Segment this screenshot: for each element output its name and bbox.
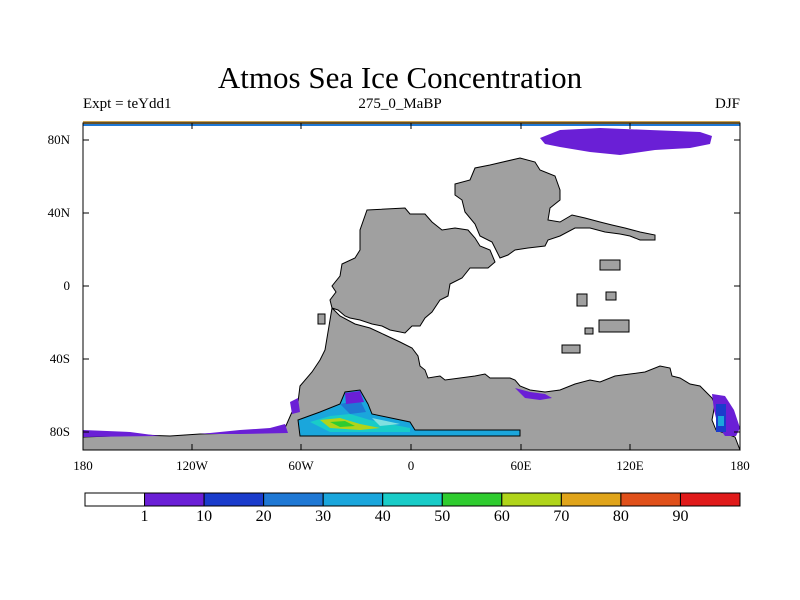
colorbar-swatch bbox=[620, 492, 681, 507]
southern-sea-ice bbox=[290, 398, 300, 414]
island bbox=[561, 344, 581, 354]
lat-ticks bbox=[83, 139, 740, 433]
arctic-sea-ice bbox=[540, 128, 712, 155]
colorbar-label: 70 bbox=[553, 508, 570, 525]
colorbar-swatch bbox=[679, 492, 741, 507]
lon-tick-label: 0 bbox=[407, 458, 415, 473]
colorbar-label: 50 bbox=[434, 508, 451, 525]
lat-tick-label: 80N bbox=[47, 132, 70, 147]
map-title: Atmos Sea Ice Concentration bbox=[217, 60, 583, 95]
colorbar-label: 10 bbox=[196, 508, 213, 525]
lat-tick-label: 80S bbox=[49, 424, 70, 439]
colorbar-swatch bbox=[560, 492, 622, 507]
lat-tick-label: 0 bbox=[63, 278, 71, 293]
colorbar-swatch bbox=[382, 492, 443, 507]
lon-tick-label: 120W bbox=[176, 458, 208, 473]
embayment-ice-peak bbox=[330, 421, 355, 427]
lat-tick-label: 40N bbox=[47, 205, 70, 220]
colorbar-swatch bbox=[84, 492, 146, 507]
colorbar-swatch bbox=[263, 492, 324, 507]
southern-sea-ice bbox=[200, 424, 288, 434]
lon-ticks bbox=[191, 123, 631, 450]
lon-tick-label: 120E bbox=[616, 458, 644, 473]
colorbar-label: 1 bbox=[140, 508, 149, 525]
island bbox=[605, 291, 617, 301]
colorbar-label: 90 bbox=[672, 508, 689, 525]
island bbox=[599, 259, 621, 271]
island bbox=[598, 319, 630, 333]
southern-sea-ice bbox=[515, 388, 552, 400]
island bbox=[576, 293, 588, 307]
experiment-label: Expt = teYdd1 bbox=[83, 96, 172, 112]
southern-sea-ice bbox=[718, 416, 724, 426]
lon-tick-label: 180 bbox=[73, 458, 93, 473]
season-label: DJF bbox=[714, 96, 740, 112]
lon-tick-label: 60W bbox=[288, 458, 314, 473]
embayment-ice-edge bbox=[345, 391, 364, 404]
lon-tick-label: 60E bbox=[510, 458, 532, 473]
colorbar-swatch bbox=[144, 492, 205, 507]
colorbar-swatch bbox=[441, 492, 503, 507]
colorbar-swatch bbox=[203, 492, 265, 507]
colorbar-swatch bbox=[501, 492, 562, 507]
colorbar-label: 20 bbox=[255, 508, 272, 525]
colorbar-label: 40 bbox=[374, 508, 391, 525]
colorbar-swatch bbox=[322, 492, 384, 507]
island bbox=[584, 327, 594, 335]
colorbar-label: 80 bbox=[612, 508, 629, 525]
colorbar-label: 30 bbox=[315, 508, 332, 525]
colorbar-label: 60 bbox=[493, 508, 510, 525]
lon-tick-label: 180 bbox=[730, 458, 750, 473]
island bbox=[317, 313, 326, 325]
embayment-ice-pale bbox=[372, 418, 400, 426]
lat-tick-label: 40S bbox=[49, 351, 70, 366]
period-label: 275_0_MaBP bbox=[358, 96, 442, 112]
colorbar bbox=[84, 492, 741, 507]
southern-sea-ice bbox=[83, 430, 160, 437]
